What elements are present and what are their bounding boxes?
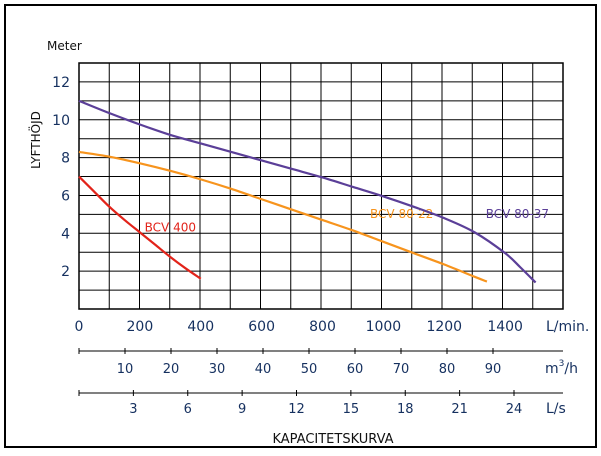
- m3h-tick-label: 50: [301, 362, 318, 377]
- m3h-tick-label: 60: [347, 362, 364, 377]
- x-tick-label: 1200: [426, 319, 462, 335]
- m3h-tick-label: 30: [209, 362, 226, 377]
- outer-frame: [4, 4, 597, 448]
- ls-unit-label: L/s: [546, 401, 566, 417]
- x-tick-label: 0: [75, 319, 84, 335]
- m3h-tick-label: 10: [117, 362, 134, 377]
- m3h-unit-exponent: 3: [559, 359, 565, 369]
- y-unit-label: Meter: [47, 39, 82, 53]
- y-tick-label: 10: [52, 113, 70, 129]
- series-label: BCV 400: [145, 220, 196, 234]
- chart-title: KAPACITETSKURVA: [272, 432, 393, 447]
- m3h-unit-tail: /h: [564, 361, 578, 377]
- x-tick-label: 600: [248, 319, 275, 335]
- m3h-tick-label: 90: [485, 362, 502, 377]
- m3h-tick-label: 20: [163, 362, 180, 377]
- series-label: BCV 80-37: [486, 207, 549, 221]
- grid: [78, 62, 564, 310]
- series-line: [78, 99, 537, 284]
- ls-tick-label: 18: [397, 402, 414, 417]
- y-tick-label: 2: [61, 264, 70, 280]
- x-tick-label: 200: [127, 319, 154, 335]
- ls-tick-label: 24: [506, 402, 523, 417]
- series-line: [78, 150, 488, 283]
- m3h-tick-label: 70: [393, 362, 410, 377]
- series-layer: BCV 400 BCV 80-22 BCV 80-37: [78, 99, 549, 284]
- ls-tick-label: 15: [343, 402, 360, 417]
- m3h-tick-label: 40: [255, 362, 272, 377]
- series-label: BCV 80-22: [370, 207, 433, 221]
- ls-tick-label: 12: [288, 402, 305, 417]
- x-unit-label: L/min.: [546, 319, 589, 335]
- y-axis-title: LYFTHÖJD: [27, 111, 43, 169]
- x-tick-label: 800: [309, 319, 336, 335]
- y-tick-label: 8: [61, 151, 70, 167]
- ls-tick-label: 3: [129, 402, 137, 417]
- y-tick-label: 12: [52, 75, 70, 91]
- y-tick-label: 4: [61, 226, 70, 242]
- ls-tick-label: 9: [238, 402, 246, 417]
- m3h-unit-label: m3/h: [545, 359, 578, 377]
- ls-tick-label: 21: [451, 402, 468, 417]
- y-tick-label: 6: [61, 188, 70, 204]
- x-tick-label: 1400: [487, 319, 523, 335]
- series-line: [78, 175, 202, 280]
- x-tick-label: 400: [187, 319, 214, 335]
- ls-tick-label: 6: [184, 402, 192, 417]
- m3h-tick-label: 80: [439, 362, 456, 377]
- plot-area-border: [78, 62, 564, 310]
- x-tick-label: 1000: [366, 319, 402, 335]
